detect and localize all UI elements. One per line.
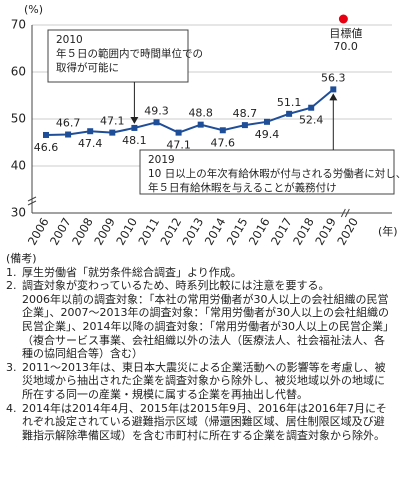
x-tick-label: 2009 — [91, 215, 118, 247]
note-paragraph: 2014年は2014年4月、2015年は2015年9月、2016年は2016年7… — [22, 401, 387, 442]
point-marker — [197, 121, 204, 128]
axis-break — [340, 208, 350, 218]
point-marker — [330, 86, 337, 93]
x-tick-label: 2020 — [334, 215, 361, 247]
annotation-text: 取得が可能に — [56, 61, 119, 74]
data-label: 51.1 — [277, 96, 302, 109]
point-marker — [43, 131, 49, 138]
notes-heading: (備考) — [6, 252, 37, 265]
point-marker — [153, 119, 160, 126]
x-tick-label: 2017 — [268, 215, 295, 247]
data-label: 56.3 — [321, 71, 346, 84]
series-line — [45, 88, 334, 136]
data-label: 47.6 — [211, 136, 236, 149]
point-marker — [131, 124, 138, 131]
x-tick-label: 2006 — [25, 215, 52, 247]
note-text: 2014年は2014年4月、2015年は2015年9月、2016年は2016年7… — [22, 402, 394, 443]
data-label: 48.1 — [122, 134, 147, 147]
annotation-text: 2010 — [56, 34, 83, 46]
point-marker — [308, 104, 315, 111]
x-tick-label: 2018 — [290, 215, 317, 247]
point-marker — [241, 122, 248, 129]
x-tick-label: 2016 — [246, 215, 273, 247]
annotation-text: 年５日有給休暇を与えることが義務付け — [148, 181, 337, 194]
annotation-text: 10 日以上の年次有給休暇が付与される労働者に対し、 — [148, 167, 400, 180]
point-marker — [286, 110, 293, 117]
note-number: 4. — [6, 401, 17, 415]
annotation-box — [139, 149, 395, 195]
note-paragraph: 調査対象が変わっているため、時系列比較には注意を要する。 — [22, 279, 330, 293]
y-tick-label: 70 — [11, 18, 26, 32]
point-marker — [175, 129, 182, 136]
x-tick-label: 2013 — [180, 215, 207, 247]
x-tick-label: 2008 — [69, 215, 96, 247]
point-marker — [65, 131, 72, 138]
annotation-text: 年５日の範囲内で時間単位での — [56, 47, 203, 60]
note-paragraph: 2006年以前の調査対象：「本社の常用労働者が30人以上の会社組織の民営企業」、… — [22, 292, 394, 361]
data-label: 47.4 — [78, 137, 103, 150]
y-tick-label: 50 — [11, 112, 26, 126]
note-text: 調査対象が変わっているため、時系列比較には注意を要する。 2006年以前の調査対象… — [22, 279, 394, 361]
annotation-box — [47, 29, 189, 83]
data-label: 70.0 — [333, 40, 358, 53]
legend-label: 目標値 — [329, 26, 362, 40]
note-item: 1. 厚生労働省「就労条件総合調査」より作成。 — [6, 266, 394, 280]
data-label: 48.8 — [188, 107, 213, 120]
data-label: 52.4 — [299, 114, 324, 127]
chart: (%) (年) 30405060702006200720082009201020… — [11, 3, 400, 248]
x-tick-label: 2014 — [202, 215, 229, 247]
note-text: 2011～2013年は、東日本大震災による企業活動への影響等を考慮し、被災地域か… — [22, 361, 394, 402]
point-marker — [219, 127, 226, 134]
note-paragraph: 2011～2013年は、東日本大震災による企業活動への影響等を考慮し、被災地域か… — [22, 360, 386, 401]
annotation-text: 2019 — [148, 154, 175, 166]
target-marker — [338, 14, 348, 24]
y-unit: (%) — [24, 3, 43, 16]
data-label: 46.7 — [56, 117, 81, 130]
x-tick-label: 2019 — [312, 215, 339, 247]
note-item: 2. 調査対象が変わっているため、時系列比較には注意を要する。 2006年以前の調査… — [6, 279, 394, 361]
x-tick-label: 2011 — [135, 215, 162, 247]
note-paragraph: 厚生労働省「就労条件総合調査」より作成。 — [22, 265, 242, 279]
point-marker — [264, 118, 270, 125]
data-label: 47.1 — [100, 115, 125, 128]
x-unit: (年) — [378, 224, 398, 238]
data-label: 49.4 — [255, 128, 280, 141]
data-label: 47.1 — [166, 139, 191, 152]
data-label: 46.6 — [34, 141, 59, 154]
note-item: 3. 2011～2013年は、東日本大震災による企業活動への影響等を考慮し、被災地… — [6, 361, 394, 402]
note-number: 3. — [6, 360, 17, 374]
note-item: 4. 2014年は2014年4月、2015年は2015年9月、2016年は2016… — [6, 402, 394, 443]
data-label: 49.3 — [144, 104, 169, 117]
x-tick-label: 2007 — [47, 215, 74, 247]
y-tick-label: 60 — [11, 65, 26, 79]
axis-break — [27, 196, 37, 206]
notes: (備考) 1. 厚生労働省「就労条件総合調査」より作成。 2. 調査対象が変わっている… — [6, 252, 394, 442]
point-marker — [109, 129, 116, 136]
x-tick-label: 2015 — [224, 215, 251, 247]
note-number: 2. — [6, 279, 17, 293]
note-number: 1. — [6, 265, 17, 279]
data-label: 48.7 — [233, 107, 258, 120]
x-tick-label: 2010 — [113, 215, 140, 247]
x-tick-label: 2012 — [157, 215, 184, 247]
note-text: 厚生労働省「就労条件総合調査」より作成。 — [22, 266, 242, 280]
point-marker — [87, 128, 94, 135]
y-tick-label: 30 — [11, 206, 26, 220]
y-tick-label: 40 — [11, 159, 26, 173]
